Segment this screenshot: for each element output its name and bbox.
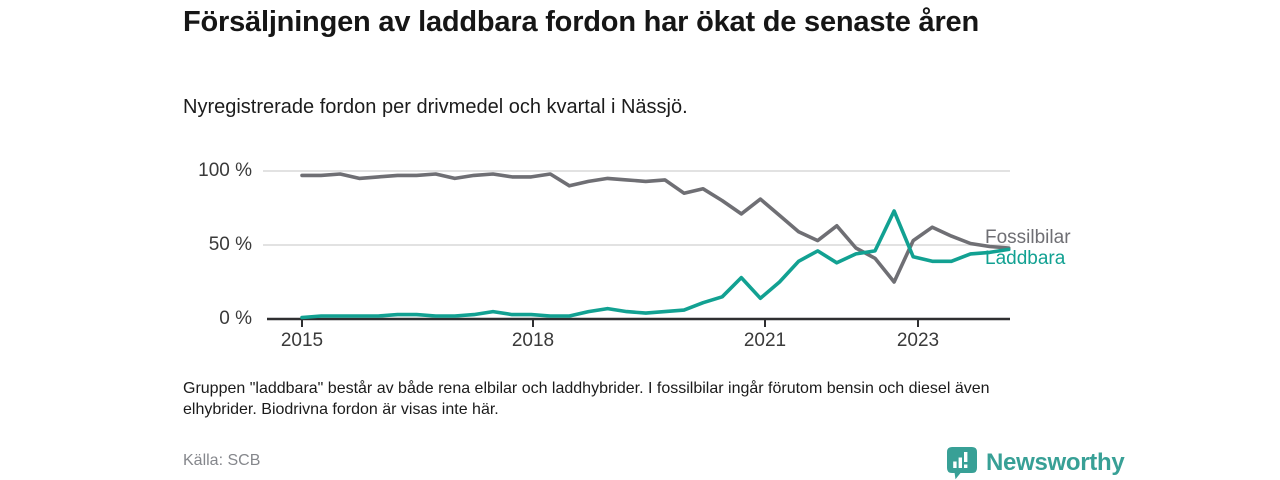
y-tick-label-100: 100 % xyxy=(198,160,252,181)
exclamation-dot xyxy=(964,464,968,468)
legend-laddbara: Laddbara xyxy=(985,248,1066,269)
y-tick-label-0: 0 % xyxy=(219,308,252,329)
x-tick-label-2018: 2018 xyxy=(511,330,555,351)
x-tick-label-2021: 2021 xyxy=(743,330,787,351)
y-tick-label-50: 50 % xyxy=(208,234,252,255)
chart-title: Försäljningen av laddbara fordon har öka… xyxy=(183,6,979,38)
newsworthy-logo: Newsworthy xyxy=(946,446,1125,480)
legend-fossilbilar: Fossilbilar xyxy=(985,227,1071,248)
chart-subtitle: Nyregistrerade fordon per drivmedel och … xyxy=(183,96,688,118)
line-fossilbilar xyxy=(300,172,1011,284)
x-tick-label-2023: 2023 xyxy=(896,330,940,351)
exclamation-bar xyxy=(964,452,968,462)
newsworthy-wordmark: Newsworthy xyxy=(986,449,1125,476)
x-tick-label-2015: 2015 xyxy=(280,330,324,351)
line-laddbara xyxy=(300,209,1011,320)
newsworthy-logo-icon xyxy=(947,447,977,480)
chart-note: Gruppen "laddbara" består av både rena e… xyxy=(183,380,990,418)
bar-chart-bar-2 xyxy=(958,457,962,468)
source-label: Källa: SCB xyxy=(183,452,261,469)
bar-chart-bar-1 xyxy=(953,461,957,468)
